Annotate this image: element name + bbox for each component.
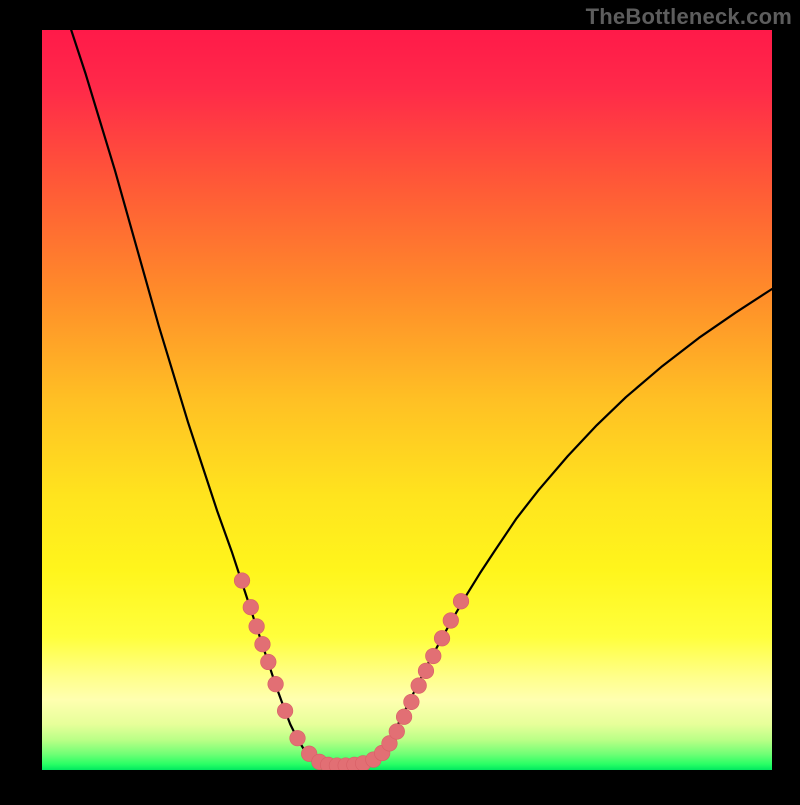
chart-frame: TheBottleneck.com <box>0 0 800 800</box>
curve-marker <box>425 648 441 664</box>
curve-marker <box>434 630 450 646</box>
curve-marker <box>268 676 284 692</box>
curve-marker <box>443 613 459 629</box>
curve-marker <box>389 724 405 740</box>
curve-marker <box>411 678 427 694</box>
curve-marker <box>418 663 434 679</box>
gradient-plot-area <box>42 30 772 770</box>
curve-marker <box>396 709 412 725</box>
curve-marker <box>404 694 420 710</box>
curve-marker <box>255 636 271 652</box>
curve-marker <box>277 703 293 719</box>
curve-marker <box>234 573 250 589</box>
curve-marker <box>249 619 265 635</box>
curve-marker <box>261 654 277 670</box>
curve-marker <box>290 730 306 746</box>
curve-marker <box>243 599 259 615</box>
watermark-text: TheBottleneck.com <box>586 4 792 30</box>
bottleneck-curve-chart <box>0 0 800 800</box>
curve-marker <box>453 593 469 609</box>
